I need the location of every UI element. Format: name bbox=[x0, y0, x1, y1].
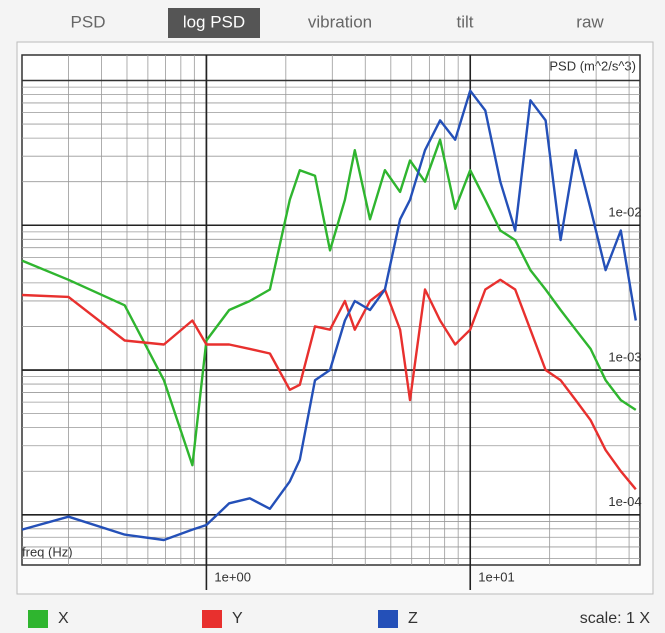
tab-label[interactable]: PSD bbox=[71, 12, 106, 31]
tab-label[interactable]: log PSD bbox=[183, 12, 245, 31]
tab[interactable]: tilt bbox=[457, 12, 474, 31]
tab-label[interactable]: raw bbox=[576, 12, 604, 31]
tab-label[interactable]: vibration bbox=[308, 12, 372, 31]
y-axis-label: PSD (m^2/s^3) bbox=[549, 58, 636, 73]
plot-area bbox=[21, 54, 641, 566]
series-line bbox=[21, 138, 637, 467]
tab[interactable]: log PSD bbox=[168, 8, 260, 38]
tab[interactable]: raw bbox=[576, 12, 604, 31]
x-axis-label: freq (Hz) bbox=[22, 544, 73, 559]
scale-label: scale: 1 X bbox=[580, 610, 651, 627]
legend-swatch bbox=[28, 610, 48, 628]
legend-label: X bbox=[58, 610, 69, 627]
legend-label: Y bbox=[232, 610, 243, 627]
tab[interactable]: PSD bbox=[71, 12, 106, 31]
y-tick-label: 1e-03 bbox=[608, 349, 641, 364]
series-line bbox=[21, 89, 637, 542]
x-tick-label: 1e+00 bbox=[214, 569, 251, 584]
legend-swatch bbox=[378, 610, 398, 628]
legend-swatch bbox=[202, 610, 222, 628]
x-tick-label: 1e+01 bbox=[478, 569, 515, 584]
y-tick-label: 1e-04 bbox=[608, 494, 641, 509]
tab-highlight bbox=[168, 8, 260, 38]
series-line bbox=[21, 278, 637, 491]
legend-label: Z bbox=[408, 610, 418, 627]
tab[interactable]: vibration bbox=[308, 12, 372, 31]
tab-label[interactable]: tilt bbox=[457, 12, 474, 31]
y-tick-label: 1e-02 bbox=[608, 205, 641, 220]
